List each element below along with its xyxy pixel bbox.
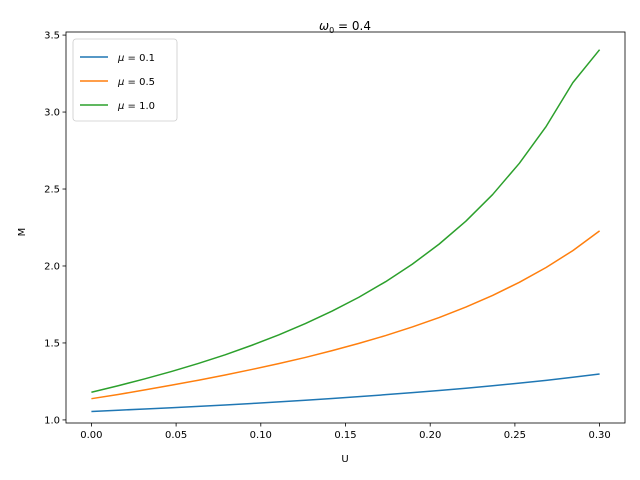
legend-label-1: μ = 0.1 [117,53,155,64]
y-axis: 1.0 1.5 2.0 2.5 3.0 3.5 [44,31,66,426]
chart-title: ω0 = 0.4 [319,19,371,35]
x-tick-label: 0.20 [419,430,441,441]
x-tick-label: 0.05 [165,430,187,441]
series-line-1 [91,373,600,413]
legend-label-2: μ = 0.5 [117,77,155,88]
y-tick-label: 2.0 [44,261,60,272]
series-line-2 [91,230,601,400]
x-tick-label: 0.15 [334,430,356,441]
legend-label-3: μ = 1.0 [117,101,155,112]
legend-box [72,38,178,122]
legend: μ = 0.1 μ = 0.5 μ = 1.0 [72,38,178,122]
series-layer [91,49,601,413]
y-tick-label: 1.5 [44,338,60,349]
x-tick-label: 0.30 [588,430,610,441]
y-tick-label: 2.5 [44,185,60,196]
y-tick-label: 1.0 [44,415,60,426]
y-tick-label: 3.5 [44,31,60,42]
y-axis-label: M [17,228,28,237]
x-tick-label: 0.25 [504,430,526,441]
y-tick-label: 3.0 [44,108,60,119]
x-axis: 0.00 0.05 0.10 0.15 0.20 0.25 0.30 [80,423,611,441]
x-tick-label: 0.00 [80,430,102,441]
x-tick-label: 0.10 [250,430,272,441]
x-axis-label: U [341,454,348,465]
series-line-3 [91,49,601,393]
